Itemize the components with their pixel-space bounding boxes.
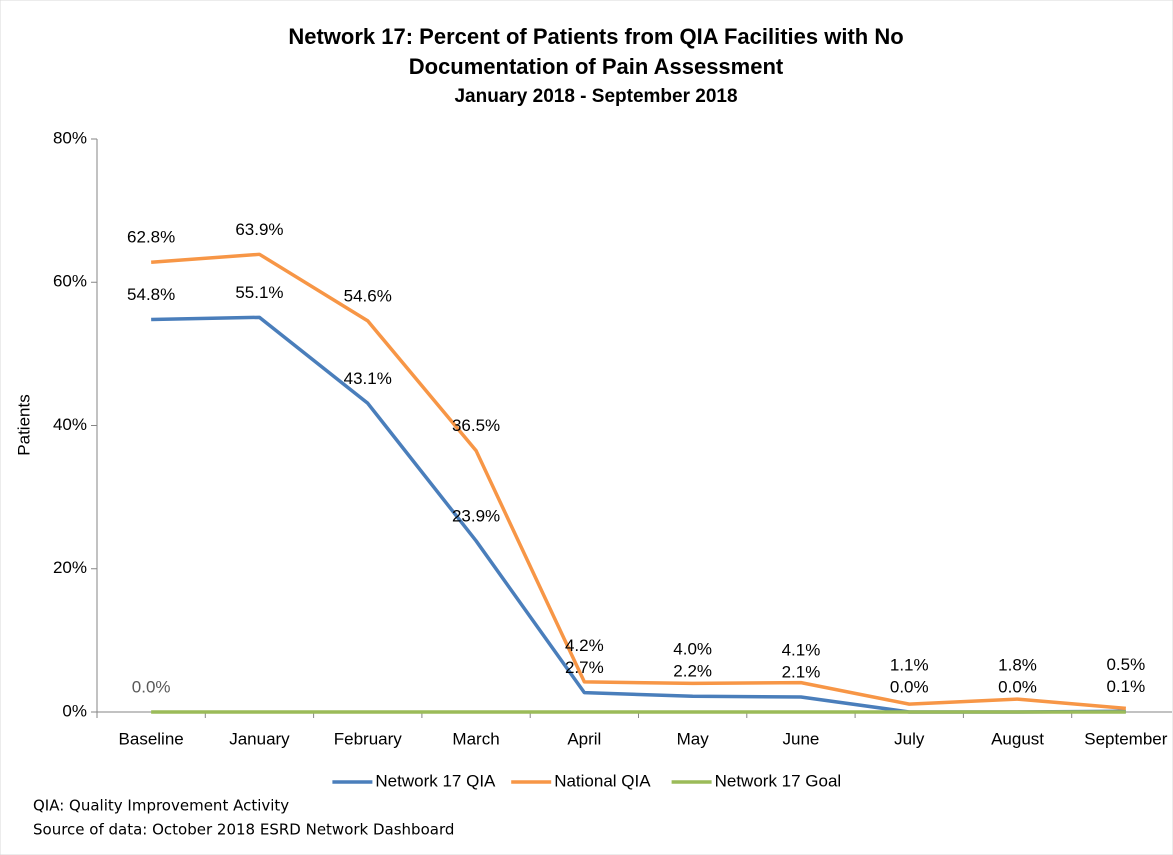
data-label: 0.0% xyxy=(890,677,929,696)
x-tick-label: January xyxy=(229,729,290,748)
data-label: 54.8% xyxy=(127,285,175,304)
x-tick-label: May xyxy=(677,729,710,748)
x-tick-label: Baseline xyxy=(119,729,184,748)
y-tick-label: 60% xyxy=(53,272,87,291)
data-label: 54.6% xyxy=(344,286,392,305)
data-label: 23.9% xyxy=(452,506,500,525)
x-tick-label: March xyxy=(452,729,499,748)
data-label: 2.7% xyxy=(565,658,604,677)
data-label: 0.0% xyxy=(998,677,1037,696)
data-label: 62.8% xyxy=(127,228,175,247)
data-label: 36.5% xyxy=(452,416,500,435)
data-label: 4.0% xyxy=(673,640,712,659)
x-tick-label: September xyxy=(1084,729,1167,748)
data-label: 0.5% xyxy=(1106,655,1145,674)
y-tick-label: 20% xyxy=(53,558,87,577)
chart-title: Network 17: Percent of Patients from QIA… xyxy=(288,24,903,49)
x-tick-label: August xyxy=(991,729,1044,748)
data-label: 0.1% xyxy=(1106,677,1145,696)
x-tick-label: April xyxy=(567,729,601,748)
data-label: 2.2% xyxy=(673,662,712,681)
data-label: 1.8% xyxy=(998,655,1037,674)
legend-label: Network 17 QIA xyxy=(375,771,496,790)
y-axis-label: Patients xyxy=(14,394,33,455)
data-label: 55.1% xyxy=(235,283,283,302)
y-tick-label: 0% xyxy=(62,701,87,720)
data-label: 4.2% xyxy=(565,636,604,655)
data-label: 63.9% xyxy=(235,220,283,239)
footnote: Source of data: October 2018 ESRD Networ… xyxy=(33,821,454,839)
chart-title: Documentation of Pain Assessment xyxy=(409,54,784,79)
legend-label: Network 17 Goal xyxy=(715,771,842,790)
y-tick-label: 80% xyxy=(53,128,87,147)
x-tick-label: July xyxy=(894,729,925,748)
legend-label: National QIA xyxy=(554,771,651,790)
data-label: 4.1% xyxy=(782,640,821,659)
chart-subtitle: January 2018 - September 2018 xyxy=(454,86,737,107)
data-label: 43.1% xyxy=(344,369,392,388)
x-tick-label: June xyxy=(783,729,820,748)
data-label: 2.1% xyxy=(782,662,821,681)
series-line xyxy=(151,252,1126,711)
footnote: QIA: Quality Improvement Activity xyxy=(33,797,289,815)
x-tick-label: February xyxy=(334,729,403,748)
y-tick-label: 40% xyxy=(53,415,87,434)
data-label: 0.0% xyxy=(132,677,171,696)
data-label: 1.1% xyxy=(890,655,929,674)
